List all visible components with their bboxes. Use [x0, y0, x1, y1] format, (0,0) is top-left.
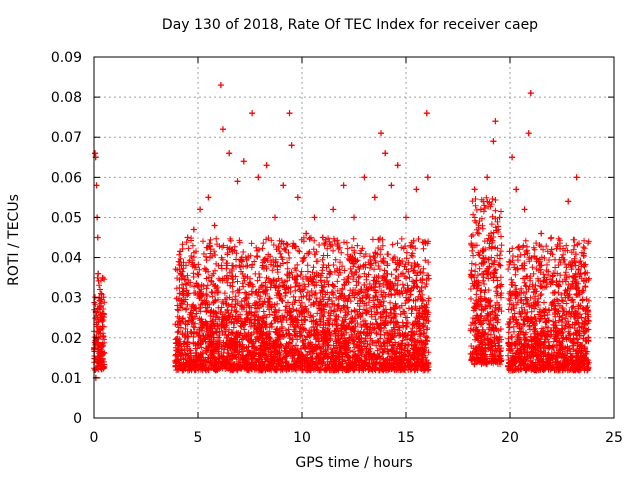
data-point — [226, 150, 233, 157]
x-tick-label: 20 — [501, 430, 519, 446]
data-point — [92, 366, 99, 373]
data-point — [94, 234, 101, 241]
y-tick-label: 0.06 — [51, 170, 82, 186]
y-tick-label: 0.03 — [51, 291, 82, 307]
x-tick-label: 0 — [90, 430, 99, 446]
data-point — [95, 270, 102, 277]
data-point — [581, 270, 588, 277]
data-point — [255, 174, 262, 181]
y-tick-label: 0.05 — [51, 210, 82, 226]
data-point — [217, 82, 224, 89]
data-point — [319, 234, 326, 241]
data-point — [263, 162, 270, 169]
x-axis-label: GPS time / hours — [295, 455, 413, 471]
data-point — [490, 138, 497, 145]
plot-frame — [93, 56, 615, 419]
y-tick-label: 0.07 — [51, 130, 82, 146]
data-point — [525, 130, 532, 137]
data-point — [559, 254, 565, 261]
data-point — [184, 234, 191, 241]
data-point — [288, 142, 295, 149]
data-point — [527, 90, 534, 97]
data-point — [234, 178, 241, 185]
y-tick-label: 0 — [73, 411, 82, 427]
data-point — [190, 226, 197, 233]
data-point — [92, 150, 99, 157]
data-point — [219, 126, 226, 133]
y-axis-label: ROTI / TECUs — [6, 194, 22, 286]
data-point — [484, 174, 491, 181]
data-point — [403, 214, 409, 221]
data-point — [521, 206, 528, 213]
data-point — [565, 198, 572, 205]
data-point — [394, 162, 401, 169]
chart-title: Day 130 of 2018, Rate Of TEC Index for r… — [161, 17, 539, 33]
data-point — [378, 130, 385, 137]
data-point — [211, 222, 218, 229]
data-point — [477, 206, 484, 213]
data-point — [271, 214, 278, 221]
data-point — [492, 118, 499, 125]
data-point — [249, 110, 256, 117]
data-point — [351, 214, 357, 221]
x-tick-label: 15 — [397, 430, 415, 446]
y-tick-label: 0.09 — [51, 50, 82, 66]
data-point — [303, 230, 310, 237]
data-point — [178, 262, 185, 269]
x-tick-label: 5 — [194, 430, 203, 446]
data-point — [330, 206, 337, 213]
y-tick-label: 0.02 — [51, 331, 82, 347]
y-tick-label: 0.04 — [51, 251, 82, 267]
data-point — [538, 230, 545, 237]
data-point — [286, 110, 293, 117]
data-point — [509, 154, 516, 161]
x-tick-label: 10 — [293, 430, 311, 446]
data-point — [413, 186, 420, 193]
data-point — [205, 194, 212, 201]
data-point — [548, 246, 555, 253]
data-point — [423, 110, 430, 117]
data-point — [197, 206, 204, 213]
data-points — [91, 82, 592, 381]
data-point — [340, 182, 347, 189]
data-point — [97, 314, 104, 321]
data-point — [311, 214, 318, 221]
x-tick-label: 25 — [605, 430, 623, 446]
data-point — [361, 174, 368, 181]
data-point — [471, 186, 478, 193]
data-point — [240, 158, 247, 165]
data-point — [280, 182, 287, 189]
data-point — [388, 182, 395, 189]
data-point — [371, 194, 378, 201]
data-point — [98, 342, 105, 349]
data-point — [513, 186, 520, 193]
data-point — [424, 174, 431, 181]
data-point — [382, 150, 389, 157]
data-point — [573, 174, 580, 181]
y-tick-label: 0.08 — [51, 90, 82, 106]
data-point — [294, 194, 301, 201]
y-tick-label: 0.01 — [51, 371, 82, 387]
data-point — [496, 214, 503, 221]
